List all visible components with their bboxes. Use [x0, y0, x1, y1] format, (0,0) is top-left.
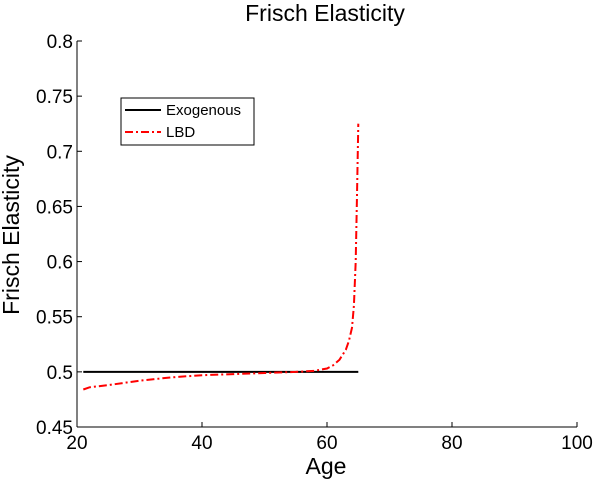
legend-box	[120, 97, 255, 146]
x-tick-label: 40	[191, 433, 212, 454]
chart-title: Frisch Elasticity	[245, 0, 405, 26]
tick-labels: 20 40 60 80 100 0.45 0.5 0.55 0.6 0.65 0.7 0.75 0.8	[36, 32, 593, 454]
y-axis-label: Frisch Elasticity	[0, 155, 24, 315]
y-tick-label: 0.6	[47, 253, 73, 274]
y-tick-label: 0.8	[47, 32, 73, 53]
y-tick-label: 0.7	[47, 142, 73, 163]
legend: Exogenous LBD	[120, 97, 255, 146]
legend-label-lbd: LBD	[166, 124, 195, 141]
legend-label-exogenous: Exogenous	[166, 102, 241, 119]
series-line-lbd	[82, 123, 360, 391]
y-tick-label: 0.75	[36, 87, 73, 108]
y-tick-label: 0.65	[36, 197, 73, 218]
x-tick-label: 20	[66, 433, 87, 454]
x-tick-label: 80	[441, 433, 462, 454]
x-tick-label: 100	[561, 433, 593, 454]
y-tick-label: 0.5	[47, 363, 73, 384]
x-tick-label: 60	[316, 433, 337, 454]
x-axis-label: Age	[306, 453, 347, 479]
plot-area	[82, 123, 360, 391]
y-tick-label: 0.55	[36, 308, 73, 329]
y-tick-label: 0.45	[36, 418, 73, 439]
axes	[76, 40, 578, 428]
